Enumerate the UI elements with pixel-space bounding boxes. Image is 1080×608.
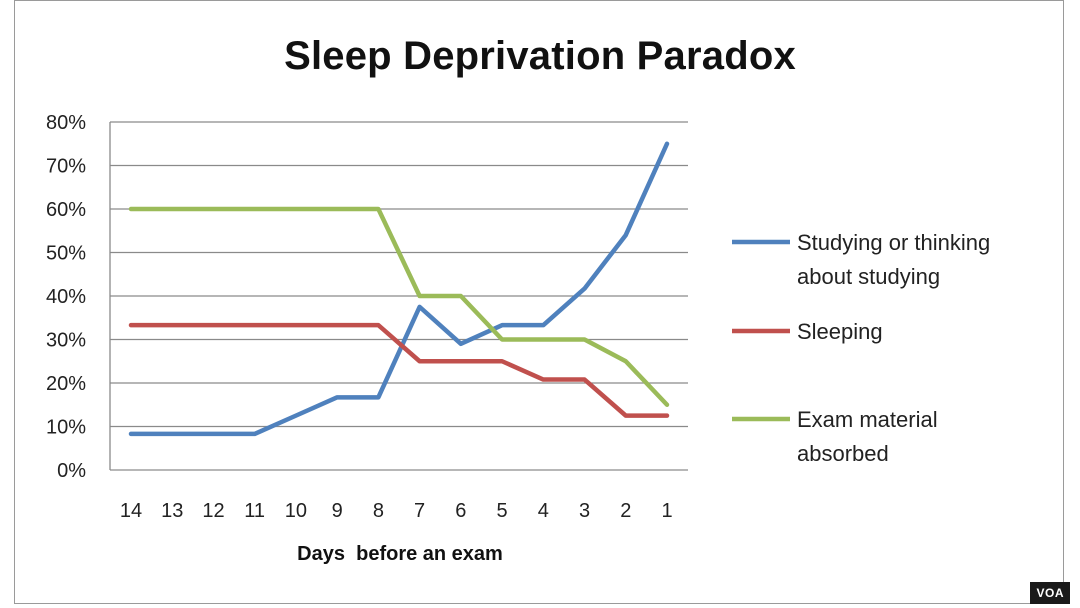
series-line-1	[128, 141, 670, 437]
y-tick-label: 30%	[46, 330, 86, 352]
x-tick-label: 13	[161, 500, 183, 522]
legend: Studying or thinking about studying Sleepi…	[732, 230, 990, 466]
x-tick-label: 5	[497, 500, 508, 522]
legend-label: about studying	[797, 264, 940, 289]
x-tick-label: 1	[661, 500, 672, 522]
x-tick-label: 3	[579, 500, 590, 522]
chart-title: Sleep Deprivation Paradox	[284, 34, 796, 78]
y-tick-label: 20%	[46, 373, 86, 395]
x-tick-label: 10	[285, 500, 307, 522]
legend-label: Exam material	[797, 407, 938, 432]
x-tick-label: 12	[202, 500, 224, 522]
gridlines	[109, 121, 688, 471]
x-tick-label: 2	[620, 500, 631, 522]
y-tick-label: 10%	[46, 417, 86, 439]
y-tick-label: 70%	[46, 156, 86, 178]
x-tick-label: 7	[414, 500, 425, 522]
x-axis-title: Days before an exam	[297, 543, 503, 565]
legend-label: absorbed	[797, 441, 889, 466]
legend-label: Sleeping	[797, 319, 883, 344]
x-tick-label: 6	[455, 500, 466, 522]
x-tick-label: 4	[538, 500, 549, 522]
y-tick-label: 60%	[46, 199, 86, 221]
y-tick-label: 80%	[46, 112, 86, 134]
y-tick-label: 50%	[46, 243, 86, 265]
series-lines	[128, 141, 670, 437]
x-tick-label: 9	[332, 500, 343, 522]
legend-label: Studying or thinking	[797, 230, 990, 255]
y-tick-label: 0%	[57, 460, 86, 482]
chart-frame	[14, 0, 1064, 604]
x-axis-ticks: 14 13 12 11 10 9 8 7 6 5 4 3 2 1	[120, 500, 673, 522]
series-line-2	[128, 322, 670, 418]
y-axis-ticks: 0% 10% 20% 30% 40% 50% 60% 70% 80%	[46, 112, 86, 482]
y-tick-label: 40%	[46, 286, 86, 308]
x-tick-label: 8	[373, 500, 384, 522]
series-line-3	[128, 206, 670, 407]
x-tick-label: 14	[120, 500, 142, 522]
voa-watermark: VOA	[1030, 582, 1070, 604]
x-tick-label: 11	[244, 500, 265, 522]
